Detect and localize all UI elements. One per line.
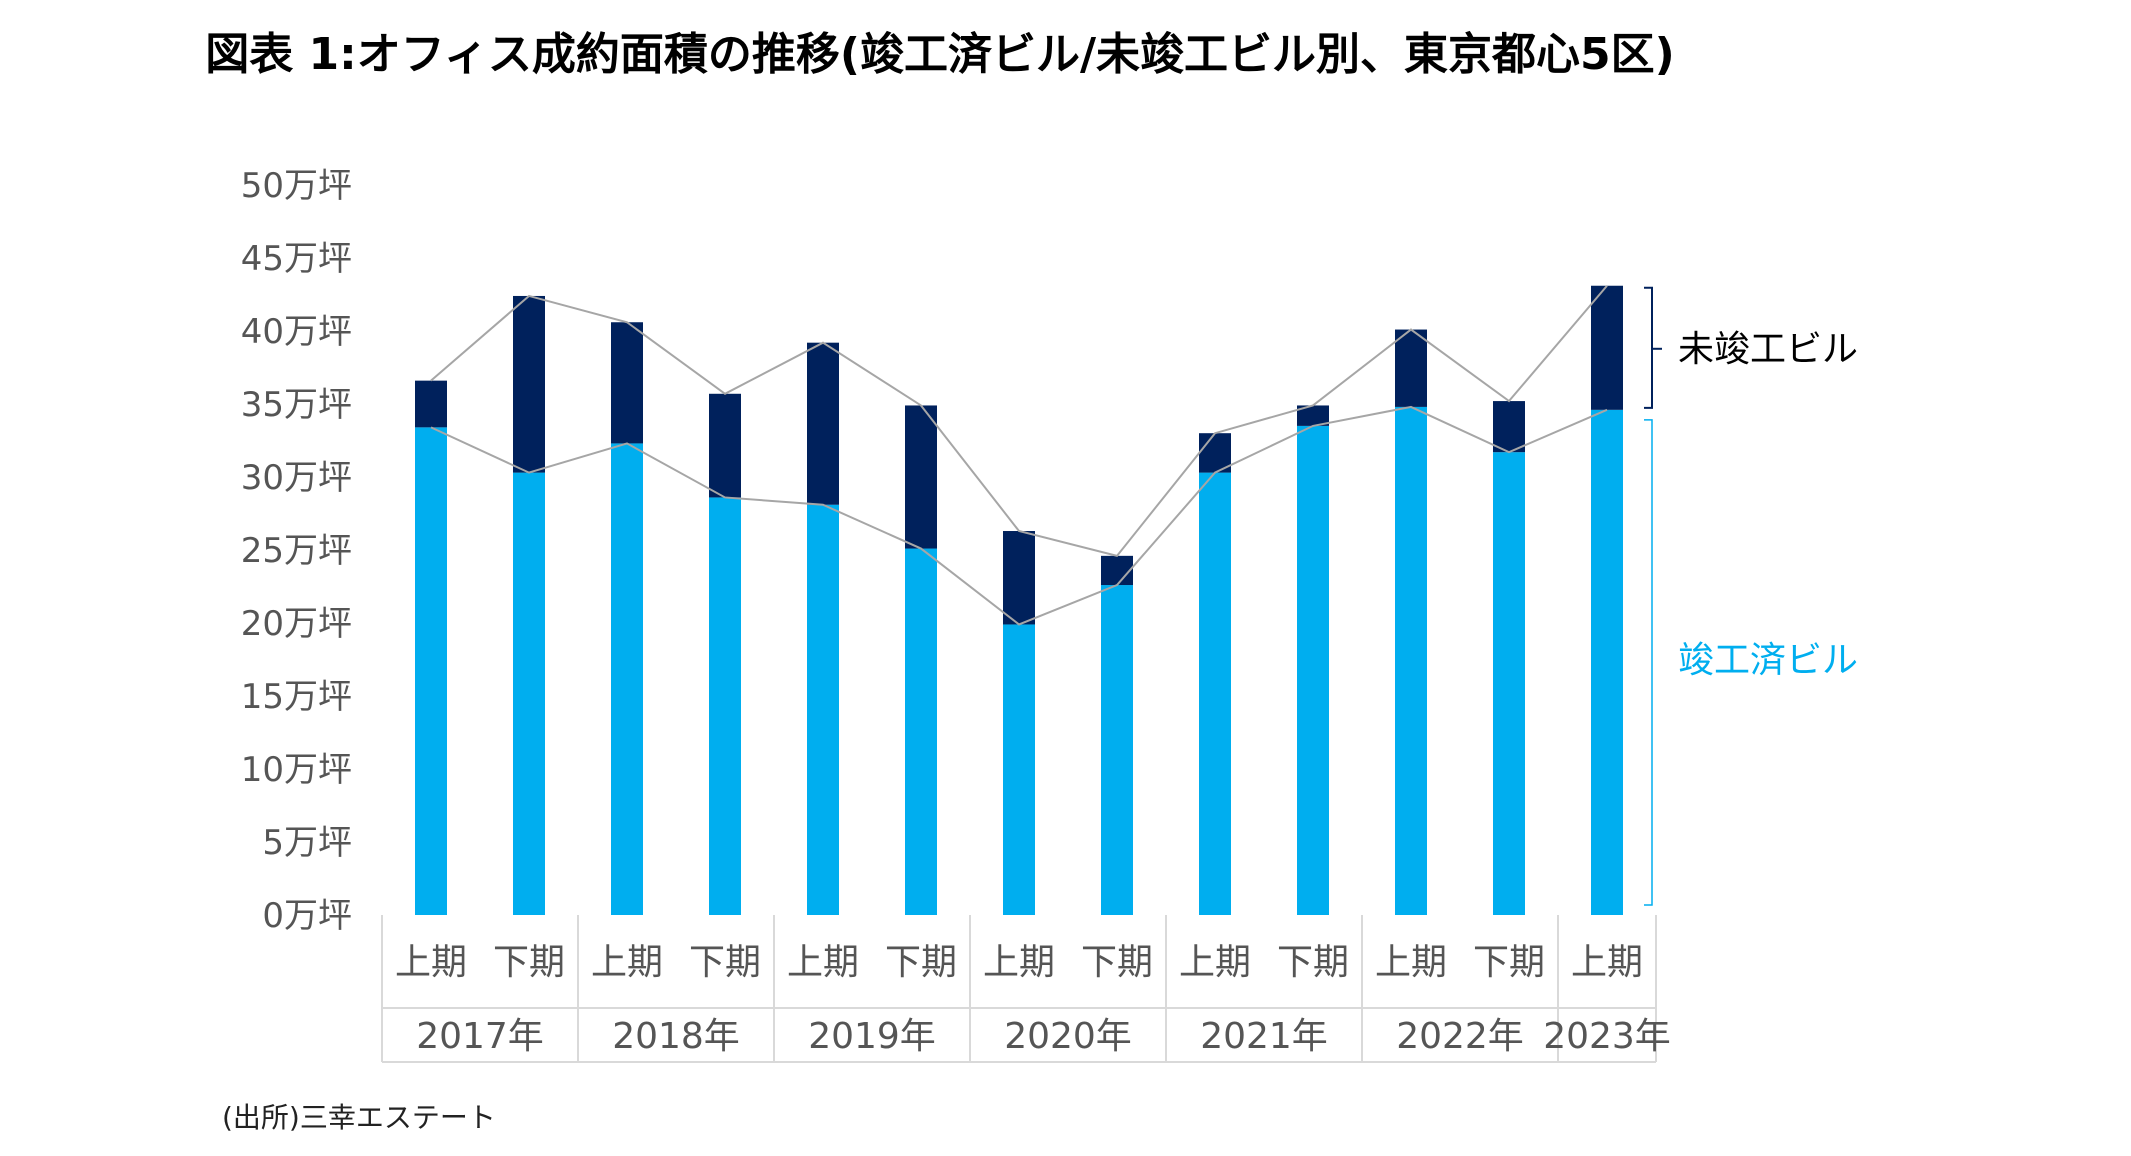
bar-completed [1003, 624, 1035, 915]
x-period-label: 上期 [787, 942, 859, 983]
y-tick-label: 0万坪 [262, 896, 352, 936]
x-year-label: 2020年 [1004, 1016, 1132, 1057]
trend-line-total [430, 285, 1608, 557]
x-year-label: 2022年 [1396, 1016, 1524, 1057]
bar-uncompleted [905, 405, 937, 549]
x-year-label: 2021年 [1200, 1016, 1328, 1057]
x-period-label: 上期 [1571, 942, 1643, 983]
x-period-label: 上期 [591, 942, 663, 983]
x-period-label: 下期 [689, 942, 761, 983]
bar-uncompleted [1199, 433, 1231, 473]
bar-uncompleted [1297, 405, 1329, 426]
x-period-label: 下期 [1081, 942, 1153, 983]
bar-uncompleted [513, 295, 545, 473]
bar-completed [905, 548, 937, 915]
bar-completed [709, 497, 741, 915]
bar-completed [415, 427, 447, 915]
x-year-label: 2023年 [1543, 1016, 1671, 1057]
axis-frame [381, 915, 1657, 1063]
x-period-label: 上期 [1375, 942, 1447, 983]
bar-uncompleted [1395, 329, 1427, 407]
bar-layer [415, 285, 1623, 915]
chart-title: 図表 1:オフィス成約面積の推移(竣工済ビル/未竣工ビル別、東京都心5区) [205, 29, 1675, 80]
y-tick-label: 30万坪 [241, 458, 352, 498]
source-note: (出所)三幸エステート [222, 1101, 496, 1134]
x-period-label: 上期 [983, 942, 1055, 983]
x-period-label: 下期 [1473, 942, 1545, 983]
x-period-label: 下期 [885, 942, 957, 983]
bar-uncompleted [807, 342, 839, 505]
y-tick-label: 5万坪 [262, 823, 352, 863]
y-tick-label: 40万坪 [241, 312, 352, 352]
bar-completed [611, 443, 643, 915]
x-year-label: 2019年 [808, 1016, 936, 1057]
bar-completed [1591, 409, 1623, 915]
y-tick-label: 10万坪 [241, 750, 352, 790]
trend-lines [430, 285, 1608, 626]
bar-uncompleted [709, 393, 741, 498]
y-tick-label: 15万坪 [241, 677, 352, 717]
x-period-label: 上期 [395, 942, 467, 983]
bar-uncompleted [1591, 285, 1623, 410]
x-year-label: 2018年 [612, 1016, 740, 1057]
bar-uncompleted [1003, 531, 1035, 625]
bar-completed [1297, 425, 1329, 915]
legend-bracket-completed [1644, 419, 1653, 906]
bar-completed [1395, 406, 1427, 915]
legend-label-uncompleted: 未竣工ビル [1678, 329, 1858, 370]
bar-completed [1199, 472, 1231, 915]
bar-uncompleted [415, 380, 447, 428]
x-year-label: 2017年 [416, 1016, 544, 1057]
legend-label-completed: 竣工済ビル [1678, 640, 1858, 681]
bar-completed [1493, 452, 1525, 915]
bar-uncompleted [1101, 555, 1133, 586]
y-tick-label: 20万坪 [241, 604, 352, 644]
bar-uncompleted [1493, 401, 1525, 453]
y-tick-label: 50万坪 [241, 166, 352, 206]
x-period-label: 上期 [1179, 942, 1251, 983]
x-period-label: 下期 [493, 942, 565, 983]
y-tick-label: 45万坪 [241, 239, 352, 279]
bar-completed [1101, 585, 1133, 915]
bar-uncompleted [611, 322, 643, 444]
x-period-label: 下期 [1277, 942, 1349, 983]
trend-line-completed [430, 405, 1608, 626]
y-axis-ticks: 0万坪 5万坪 10万坪 15万坪 20万坪 25万坪 30万坪 35万坪 40万坪 45万坪 50… [241, 166, 352, 936]
legend-bracket-uncompleted [1644, 286, 1653, 409]
y-tick-label: 25万坪 [241, 531, 352, 571]
y-tick-label: 35万坪 [241, 385, 352, 425]
bar-completed [513, 472, 545, 915]
bar-completed [807, 504, 839, 915]
